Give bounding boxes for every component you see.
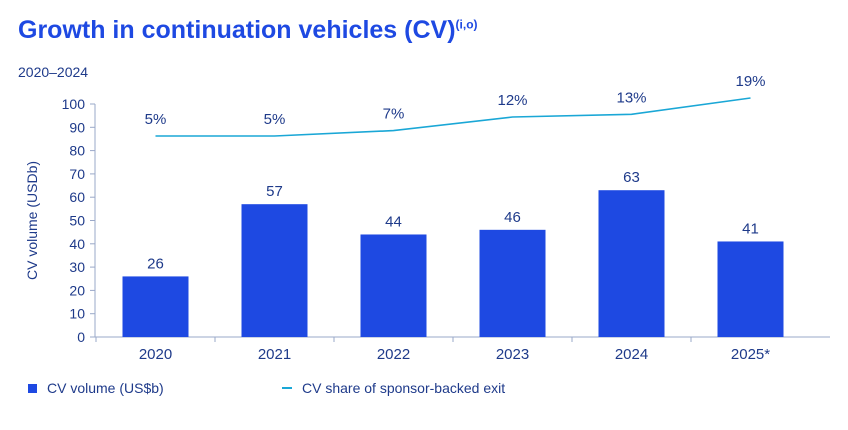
legend-line-label: CV share of sponsor-backed exit bbox=[302, 380, 506, 396]
legend-line-entry: CV share of sponsor-backed exit bbox=[282, 380, 505, 396]
y-tick-label: 30 bbox=[69, 259, 85, 275]
bar-value-label: 57 bbox=[266, 183, 283, 200]
bar bbox=[598, 190, 665, 337]
y-tick-label: 60 bbox=[69, 189, 85, 205]
x-tick-label: 2020 bbox=[139, 346, 172, 363]
bar bbox=[479, 229, 546, 337]
chart-title: Growth in continuation vehicles (CV)(i,o… bbox=[18, 16, 478, 44]
y-axis-title: CV volume (USDb) bbox=[24, 161, 40, 280]
share-value-label: 5% bbox=[145, 111, 167, 128]
bar-value-label: 46 bbox=[504, 209, 521, 226]
y-tick-label: 50 bbox=[69, 213, 85, 229]
y-tick-label: 20 bbox=[69, 282, 85, 298]
chart-subtitle: 2020–2024 bbox=[18, 64, 89, 80]
share-value-label: 12% bbox=[497, 92, 527, 109]
y-tick-label: 0 bbox=[77, 329, 85, 345]
bar bbox=[241, 204, 308, 337]
x-tick-label: 2022 bbox=[377, 346, 410, 363]
x-tick-label: 2021 bbox=[258, 346, 291, 363]
share-line bbox=[155, 97, 751, 137]
share-value-label: 5% bbox=[264, 111, 286, 128]
y-tick-label: 90 bbox=[69, 119, 85, 135]
bar-value-label: 26 bbox=[147, 255, 164, 272]
share-value-label: 7% bbox=[383, 106, 405, 123]
share-value-label: 19% bbox=[735, 73, 765, 90]
y-tick-label: 80 bbox=[69, 143, 85, 159]
x-tick-label: 2025* bbox=[731, 346, 770, 363]
legend-bar-swatch bbox=[28, 383, 37, 393]
y-tick-label: 100 bbox=[62, 96, 86, 112]
bar bbox=[717, 241, 784, 337]
legend-bar-entry: CV volume (US$b) bbox=[28, 380, 164, 396]
x-tick-label: 2023 bbox=[496, 346, 529, 363]
bar-value-label: 63 bbox=[623, 169, 640, 186]
bar-value-label: 41 bbox=[742, 220, 759, 237]
y-tick-label: 10 bbox=[69, 306, 85, 322]
legend-bar-label: CV volume (US$b) bbox=[47, 380, 164, 396]
share-value-label: 13% bbox=[616, 89, 646, 106]
bar bbox=[122, 276, 189, 337]
x-tick-label: 2024 bbox=[615, 346, 648, 363]
title-superscript: (i,o) bbox=[455, 17, 478, 32]
bar bbox=[360, 234, 427, 337]
y-tick-label: 40 bbox=[69, 236, 85, 252]
y-tick-label: 70 bbox=[69, 166, 85, 182]
legend-line-swatch bbox=[282, 387, 292, 389]
bar-value-label: 44 bbox=[385, 213, 402, 230]
